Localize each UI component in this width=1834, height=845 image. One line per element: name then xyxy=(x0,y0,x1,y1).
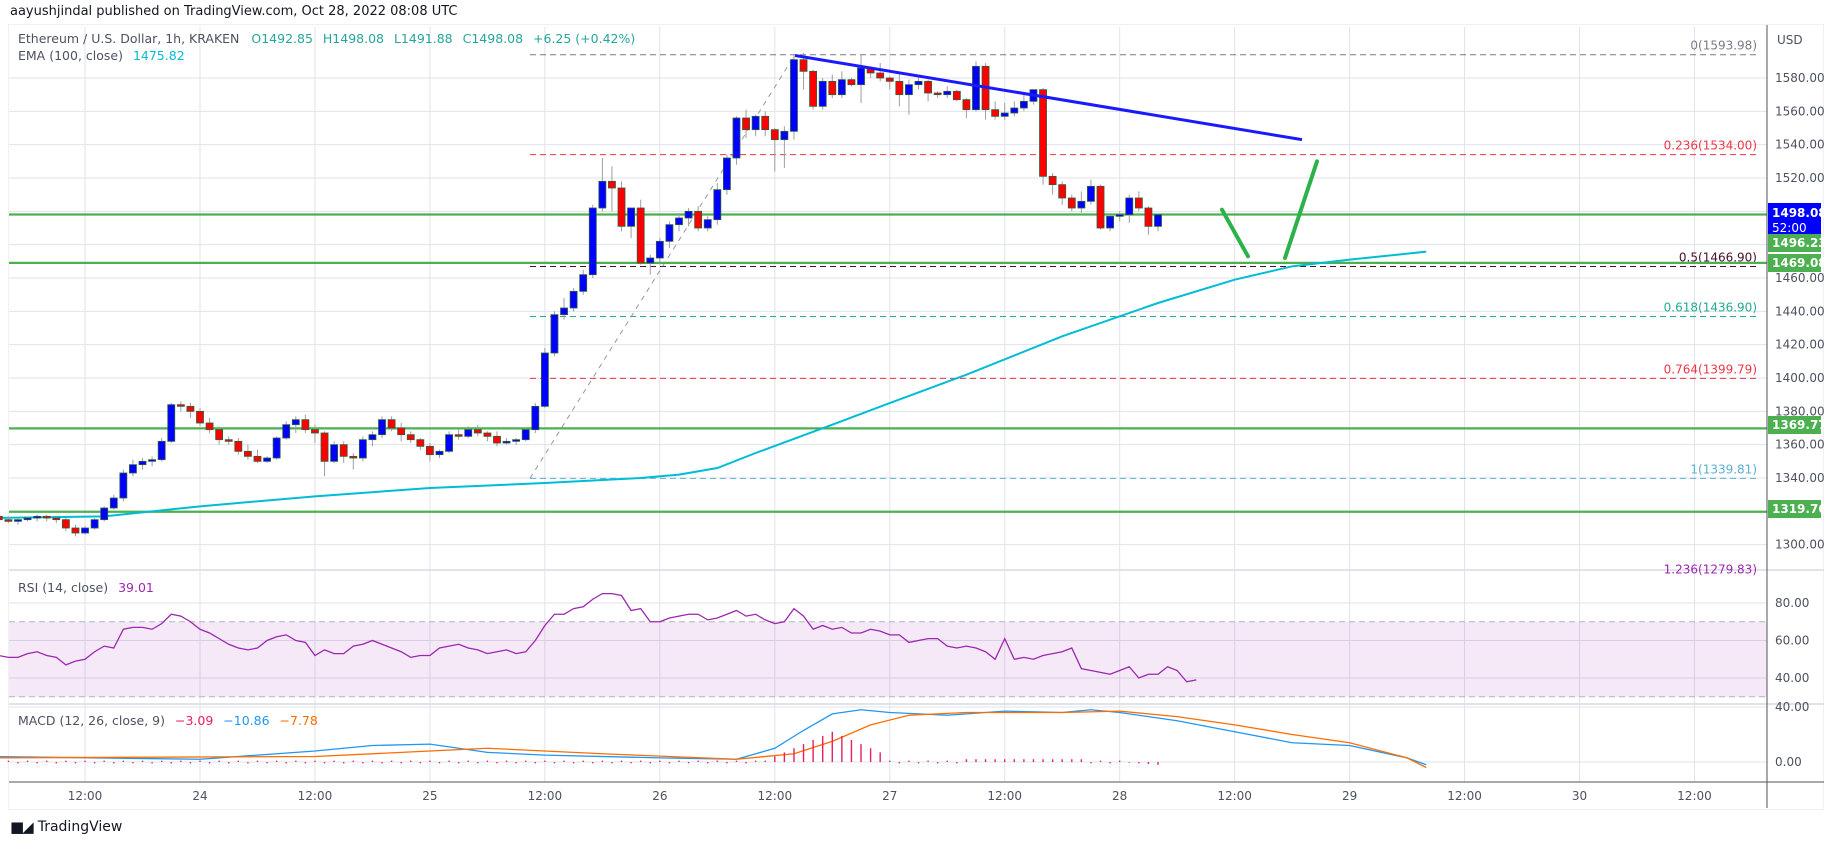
svg-text:12:00: 12:00 xyxy=(1677,789,1712,803)
ema-legend[interactable]: EMA (100, close) 1475.82 xyxy=(18,48,185,63)
rsi-band xyxy=(9,621,1767,698)
support-tag-1469: 1469.08 xyxy=(1768,254,1827,272)
axes: USD1580.001560.001540.001520.001460.0014… xyxy=(9,25,1825,808)
fibonacci-levels[interactable]: 0(1593.98) 0.236(1534.00) 0.5(1466.90) 0.61… xyxy=(529,39,1759,577)
svg-text:28: 28 xyxy=(1112,789,1127,803)
candlesticks xyxy=(0,52,1162,537)
svg-text:0(1593.98): 0(1593.98) xyxy=(1690,39,1757,53)
svg-text:30: 30 xyxy=(1572,789,1587,803)
bar-countdown: 52:00 xyxy=(1772,221,1807,235)
svg-text:25: 25 xyxy=(422,789,437,803)
svg-text:1560.00: 1560.00 xyxy=(1775,104,1825,118)
grid-lines xyxy=(9,27,1824,782)
svg-text:0.764(1399.79): 0.764(1399.79) xyxy=(1664,362,1757,376)
tradingview-logo-icon: ■◢ xyxy=(10,818,34,836)
ohlc-open: O1492.85 xyxy=(251,31,313,46)
svg-text:80.00: 80.00 xyxy=(1775,596,1809,610)
svg-text:12:00: 12:00 xyxy=(298,789,333,803)
svg-text:0.618(1436.90): 0.618(1436.90) xyxy=(1664,301,1757,315)
ema-line xyxy=(0,250,1427,519)
svg-text:1360.00: 1360.00 xyxy=(1775,438,1825,452)
rsi-label: RSI (14, close) xyxy=(18,580,109,595)
svg-text:40.00: 40.00 xyxy=(1775,671,1809,685)
svg-text:1580.00: 1580.00 xyxy=(1775,71,1825,85)
ema-value: 1475.82 xyxy=(132,48,185,63)
macd-hist-value: −7.78 xyxy=(279,713,318,728)
svg-text:12:00: 12:00 xyxy=(987,789,1022,803)
tradingview-logo[interactable]: ■◢ TradingView xyxy=(10,818,122,836)
rsi-line xyxy=(0,592,1197,683)
ohlc-low: L1491.88 xyxy=(393,31,453,46)
svg-text:1.236(1279.83): 1.236(1279.83) xyxy=(1664,562,1757,576)
svg-text:0.236(1534.00): 0.236(1534.00) xyxy=(1664,139,1757,153)
svg-text:26: 26 xyxy=(652,789,667,803)
svg-text:12:00: 12:00 xyxy=(528,789,563,803)
svg-text:1440.00: 1440.00 xyxy=(1775,304,1825,318)
svg-text:1340.00: 1340.00 xyxy=(1775,471,1825,485)
rsi-value: 39.01 xyxy=(118,580,154,595)
svg-text:0.5(1466.90): 0.5(1466.90) xyxy=(1679,251,1757,265)
last-price: 1498.08 xyxy=(1772,206,1827,220)
svg-text:1400.00: 1400.00 xyxy=(1775,371,1825,385)
svg-text:12:00: 12:00 xyxy=(758,789,793,803)
svg-text:12:00: 12:00 xyxy=(1217,789,1252,803)
support-tag-1369: 1369.77 xyxy=(1768,416,1827,434)
svg-text:27: 27 xyxy=(882,789,897,803)
ohlc-close: C1498.08 xyxy=(462,31,524,46)
svg-text:1380.00: 1380.00 xyxy=(1775,404,1825,418)
svg-text:1300.00: 1300.00 xyxy=(1775,538,1825,552)
macd-legend[interactable]: MACD (12, 26, close, 9) −3.09 −10.86 −7.… xyxy=(18,713,318,728)
drawings[interactable] xyxy=(794,54,1319,261)
svg-text:1420.00: 1420.00 xyxy=(1775,338,1825,352)
publisher-credit: aayushjindal published on TradingView.co… xyxy=(10,4,458,19)
svg-text:USD: USD xyxy=(1777,33,1803,47)
support-lines[interactable] xyxy=(9,213,1767,513)
macd-value: −3.09 xyxy=(174,713,214,728)
svg-text:1(1339.81): 1(1339.81) xyxy=(1690,462,1757,476)
brand-name: TradingView xyxy=(37,819,123,835)
ohlc-high: H1498.08 xyxy=(322,31,384,46)
svg-text:24: 24 xyxy=(192,789,207,803)
support-tag-1319: 1319.76 xyxy=(1768,500,1827,518)
symbol-legend[interactable]: Ethereum / U.S. Dollar, 1h, KRAKEN O1492… xyxy=(18,31,635,46)
macd-panel xyxy=(0,709,1427,769)
macd-label: MACD (12, 26, close, 9) xyxy=(18,713,165,728)
ema-label: EMA (100, close) xyxy=(18,48,123,63)
rsi-legend[interactable]: RSI (14, close) 39.01 xyxy=(18,580,154,595)
svg-text:40.00: 40.00 xyxy=(1775,700,1809,714)
svg-text:12:00: 12:00 xyxy=(68,789,103,803)
ema-price-tag: 1496.23 xyxy=(1768,234,1827,252)
svg-text:60.00: 60.00 xyxy=(1775,634,1809,648)
svg-text:1460.00: 1460.00 xyxy=(1775,271,1825,285)
svg-text:0.00: 0.00 xyxy=(1775,755,1802,769)
symbol-title: Ethereum / U.S. Dollar, 1h, KRAKEN xyxy=(18,31,240,46)
ohlc-change: +6.25 (+0.42%) xyxy=(533,31,636,46)
svg-text:1540.00: 1540.00 xyxy=(1775,138,1825,152)
macd-signal-value: −10.86 xyxy=(223,713,270,728)
svg-text:29: 29 xyxy=(1342,789,1357,803)
svg-text:12:00: 12:00 xyxy=(1447,789,1482,803)
svg-text:1520.00: 1520.00 xyxy=(1775,171,1825,185)
